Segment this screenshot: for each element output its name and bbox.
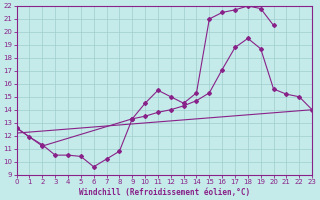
X-axis label: Windchill (Refroidissement éolien,°C): Windchill (Refroidissement éolien,°C) xyxy=(79,188,250,197)
